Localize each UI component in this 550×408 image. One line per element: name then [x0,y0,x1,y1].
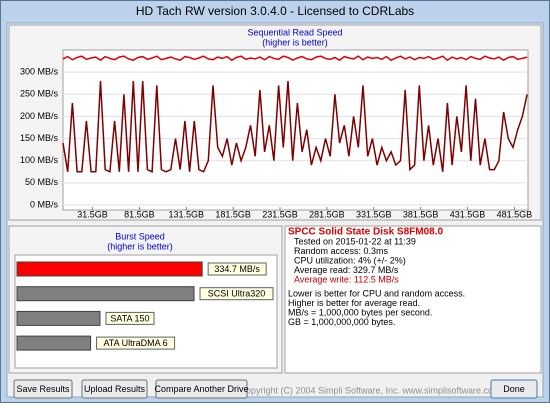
info-note: Lower is better for CPU and random acces… [288,288,465,298]
button-label[interactable]: Upload Results [84,384,146,394]
window-title: HD Tach RW version 3.0.4.0 - Licensed to… [136,4,414,18]
x-tick-label: 281.5GB [309,209,345,219]
info-line: Average write: 112.5 MB/s [294,274,399,284]
info-panel [284,225,542,374]
bar [16,286,195,302]
value-label: 334.7 MB/s [214,264,260,274]
y-tick-label: 200 MB/s [20,111,59,121]
x-tick-label: 331.5GB [356,209,392,219]
x-tick-label: 481.5GB [497,209,533,219]
chart-title: Burst Speed [115,231,165,241]
button-label[interactable]: Compare Another Drive [154,384,248,394]
bar [16,261,203,277]
category-label: SCSI Ultra320 [208,289,266,299]
info-line: Random access: 0.3ms [294,246,389,256]
x-tick-label: 31.5GB [77,209,108,219]
category-label: ATA UltraDMA 6 [103,338,167,348]
chart-subtitle: (higher is better) [107,241,173,251]
y-tick-label: 0 MB/s [30,199,59,209]
y-tick-label: 300 MB/s [20,67,59,77]
info-line: Average read: 329.7 MB/s [294,265,399,275]
series-line [62,80,528,173]
bar [16,335,92,351]
y-tick-label: 250 MB/s [20,89,59,99]
button[interactable] [490,379,538,399]
category-label: SATA 150 [110,313,149,323]
info-note: MB/s = 1,000,000 bytes per second. [288,307,432,317]
bar [16,310,101,326]
button-label[interactable]: Done [503,384,525,394]
y-tick-label: 100 MB/s [20,155,59,165]
y-tick-label: 150 MB/s [20,133,59,143]
button[interactable] [81,379,148,399]
series-line [62,55,528,62]
chart-title: Sequential Read Speed [247,27,342,37]
info-note: Higher is better for average read. [288,298,420,308]
y-tick-label: 50 MB/s [25,177,59,187]
drive-name: SPCC Solid State Disk S8FM08.0 [288,227,443,238]
x-tick-label: 181.5GB [215,209,251,219]
x-tick-label: 131.5GB [169,209,205,219]
label-box [105,311,155,325]
info-note: GB = 1,000,000,000 bytes. [288,317,395,327]
x-tick-label: 81.5GB [124,209,155,219]
label-box [199,287,274,301]
x-tick-label: 431.5GB [450,209,486,219]
chart-subtitle: (higher is better) [262,37,328,47]
info-line: Tested on 2015-01-22 at 11:39 [294,236,416,246]
button-label[interactable]: Save Results [16,384,70,394]
button[interactable] [13,379,73,399]
label-box [96,336,176,350]
label-box [207,262,267,276]
copyright: Copyright (C) 2004 Simpli Software, Inc.… [239,385,500,395]
x-tick-label: 381.5GB [403,209,439,219]
button[interactable] [155,379,248,399]
info-line: CPU utilization: 4% (+/- 2%) [294,255,406,265]
x-tick-label: 231.5GB [262,209,298,219]
